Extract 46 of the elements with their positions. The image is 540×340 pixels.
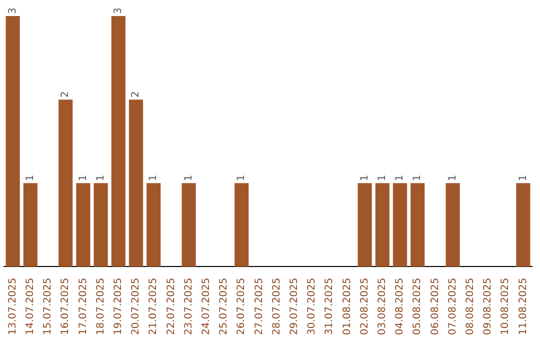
x-tick-label: 25.07.2025 bbox=[218, 278, 230, 336]
x-tick-label: 08.08.2025 bbox=[464, 278, 476, 336]
data-label: 1 bbox=[376, 174, 388, 182]
data-label: 1 bbox=[412, 174, 424, 182]
data-label: 1 bbox=[148, 174, 160, 182]
x-tick-label: 22.07.2025 bbox=[166, 278, 177, 336]
x-tick-label: 31.07.2025 bbox=[324, 278, 336, 336]
x-tick-label: 09.08.2025 bbox=[482, 278, 494, 336]
data-label: 1 bbox=[447, 174, 458, 182]
data-label: 1 bbox=[518, 174, 529, 182]
data-label: 3 bbox=[112, 8, 124, 14]
x-tick-label: 20.07.2025 bbox=[130, 278, 142, 336]
x-tick-label: 06.08.2025 bbox=[430, 278, 441, 336]
x-tick-label: 11.08.2025 bbox=[518, 278, 529, 336]
x-tick-label: 26.07.2025 bbox=[236, 278, 248, 336]
data-label: 1 bbox=[183, 174, 194, 182]
data-label: 2 bbox=[60, 91, 72, 98]
x-tick-label: 02.08.2025 bbox=[359, 278, 370, 336]
data-label: 2 bbox=[130, 91, 142, 98]
x-tick-label: 17.07.2025 bbox=[78, 278, 89, 336]
x-tick-label: 05.08.2025 bbox=[412, 278, 424, 336]
x-tick-label: 16.07.2025 bbox=[60, 278, 72, 336]
data-label: 3 bbox=[7, 8, 18, 14]
x-tick-label: 03.08.2025 bbox=[376, 278, 388, 336]
x-tick-label: 24.07.2025 bbox=[200, 278, 212, 336]
data-label: 1 bbox=[24, 174, 36, 182]
x-tick-label: 23.07.2025 bbox=[183, 278, 194, 336]
data-label: 1 bbox=[394, 174, 406, 182]
x-tick-label: 27.07.2025 bbox=[254, 278, 265, 336]
x-tick-label: 04.08.2025 bbox=[394, 278, 406, 336]
x-tick-label: 28.07.2025 bbox=[271, 278, 282, 336]
x-tick-label: 13.07.2025 bbox=[7, 278, 18, 336]
data-label: 1 bbox=[95, 174, 106, 182]
data-label: 1 bbox=[78, 174, 89, 182]
x-tick-label: 21.07.2025 bbox=[148, 278, 160, 336]
x-tick-label: 30.07.2025 bbox=[306, 278, 318, 336]
x-tick-label: 10.08.2025 bbox=[500, 278, 512, 336]
data-label: 1 bbox=[359, 174, 370, 182]
x-tick-label: 15.07.2025 bbox=[42, 278, 54, 336]
x-tick-label: 29.07.2025 bbox=[288, 278, 300, 336]
x-tick-label: 18.07.2025 bbox=[95, 278, 106, 336]
data-label: 1 bbox=[236, 174, 248, 182]
x-tick-label: 19.07.2025 bbox=[112, 278, 124, 336]
x-tick-label: 07.08.2025 bbox=[447, 278, 458, 336]
x-tick-label: 14.07.2025 bbox=[24, 278, 36, 336]
x-tick-label: 01.08.2025 bbox=[342, 278, 353, 336]
